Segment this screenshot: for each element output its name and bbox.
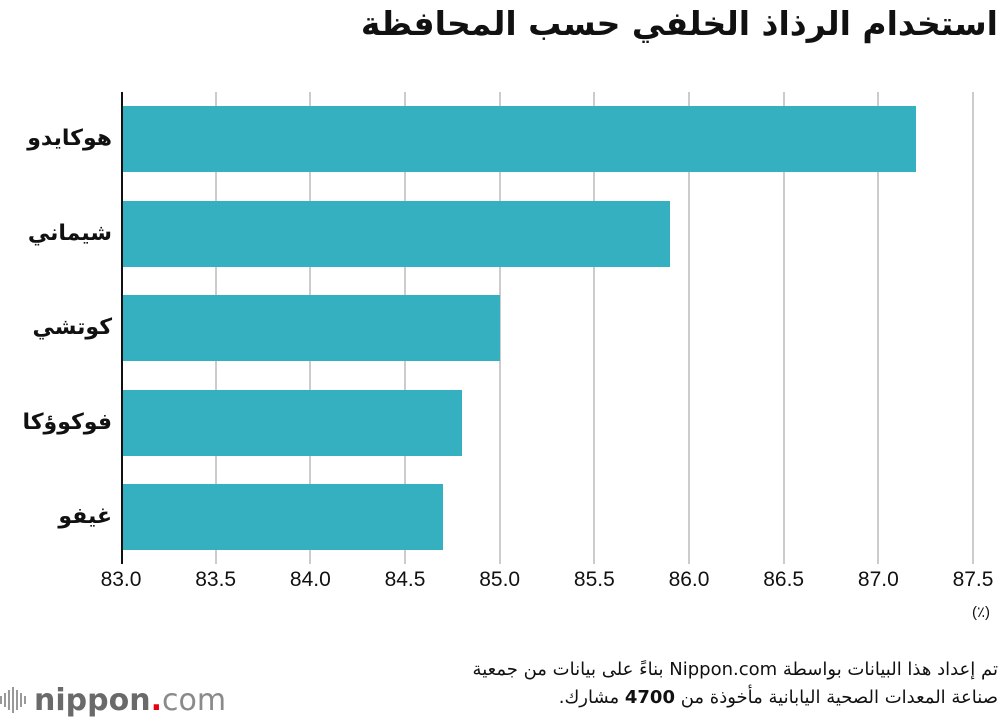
bar bbox=[123, 201, 671, 267]
x-tick-label: 84.5 bbox=[384, 568, 426, 591]
gridline bbox=[688, 92, 690, 564]
x-tick-label: 86.0 bbox=[668, 568, 710, 591]
x-tick-label: 87.0 bbox=[857, 568, 899, 591]
x-tick-label: 87.5 bbox=[952, 568, 994, 591]
bar bbox=[123, 390, 462, 456]
x-tick-label: 85.0 bbox=[479, 568, 521, 591]
x-tick-label: 86.5 bbox=[763, 568, 805, 591]
source-line-2: صناعة المعدات الصحية اليابانية مأخوذة من… bbox=[558, 687, 998, 708]
unit-label: (٪) bbox=[971, 604, 990, 621]
logo-text: nippon.com bbox=[34, 682, 227, 718]
x-tick-label: 83.0 bbox=[100, 568, 142, 591]
source-line-1: تم إعداد هذا البيانات بواسطة Nippon.com … bbox=[472, 659, 998, 680]
gridline bbox=[782, 92, 785, 564]
gridline bbox=[498, 92, 501, 564]
gridline bbox=[877, 92, 880, 564]
nippon-logo: nippon.com bbox=[0, 680, 226, 720]
plot-area bbox=[121, 92, 981, 564]
category-label: شيماني bbox=[27, 221, 112, 246]
chart-title: استخدام الرذاذ الخلفي حسب المحافظة bbox=[360, 4, 998, 43]
category-label: غيفو bbox=[58, 504, 112, 529]
bar bbox=[123, 106, 917, 172]
y-axis-line bbox=[121, 92, 123, 564]
gridline bbox=[972, 92, 974, 564]
bar bbox=[123, 484, 443, 550]
source-note: تم إعداد هذا البيانات بواسطة Nippon.com … bbox=[278, 656, 998, 712]
category-label: كوتشي bbox=[32, 315, 113, 340]
category-label: فوكوؤكا bbox=[22, 410, 112, 435]
x-tick-label: 84.0 bbox=[289, 568, 331, 591]
x-tick-label: 85.5 bbox=[573, 568, 615, 591]
x-tick-label: 83.5 bbox=[195, 568, 237, 591]
bar bbox=[123, 295, 500, 361]
sound-bars-icon bbox=[0, 687, 26, 713]
gridline bbox=[593, 92, 596, 564]
category-label: هوكايدو bbox=[27, 126, 112, 151]
